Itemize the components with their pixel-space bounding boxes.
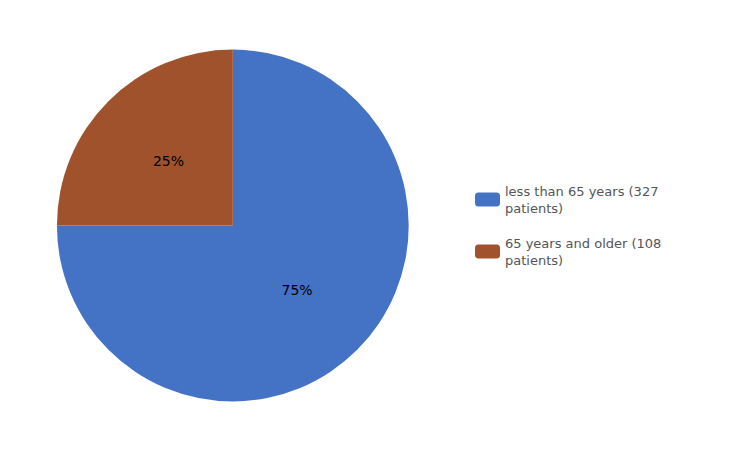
svg-text:less than 65 years (327: less than 65 years (327 [505,184,658,199]
svg-text:patients): patients) [505,201,563,216]
svg-text:25%: 25% [153,153,184,169]
svg-text:65 years and older (108: 65 years and older (108 [505,236,661,251]
svg-text:75%: 75% [282,282,313,298]
svg-text:patients): patients) [505,253,563,268]
